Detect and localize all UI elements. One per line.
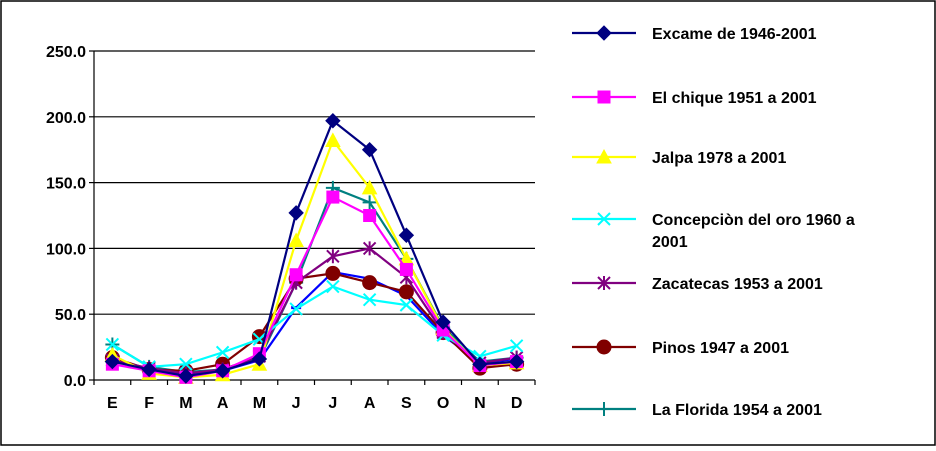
y-tick-label-1: 50.0 xyxy=(55,307,86,324)
series-3-point-3 xyxy=(215,345,230,360)
legend-entry-5: Pinos 1947 a 2001 xyxy=(572,339,789,357)
legend-marker-1 xyxy=(597,90,611,104)
legend-entry-2: Jalpa 1978 a 2001 xyxy=(572,148,786,167)
x-tick-label-6: J xyxy=(328,395,337,412)
series-0-point-9 xyxy=(435,314,451,330)
legend-label-0: Excame de 1946-2001 xyxy=(652,26,817,43)
x-tick-label-2: M xyxy=(179,395,192,412)
legend-marker-6 xyxy=(597,402,611,416)
series-0 xyxy=(104,113,525,384)
legend-label-5: Pinos 1947 a 2001 xyxy=(652,340,789,357)
y-tick-label-2: 100.0 xyxy=(46,241,86,258)
series-4-point-6 xyxy=(326,249,340,264)
x-tick-label-8: S xyxy=(401,395,412,412)
series-3 xyxy=(105,279,524,374)
legend-entry-3: Concepciòn del oro 1960 a 2001 xyxy=(572,212,855,251)
x-tick-label-9: O xyxy=(437,395,449,412)
series-0-point-4 xyxy=(251,351,268,367)
x-tick-label-3: A xyxy=(217,395,229,412)
x-tick-label-5: J xyxy=(292,395,301,412)
series-3-point-2 xyxy=(179,357,193,371)
x-tick-label-10: N xyxy=(474,395,486,412)
series-1-point-6 xyxy=(326,190,340,204)
legend-marker-3 xyxy=(597,212,611,226)
series-1-point-5 xyxy=(289,268,303,282)
legend-label-2: Jalpa 1978 a 2001 xyxy=(652,150,786,167)
series-3-point-8 xyxy=(399,298,414,312)
series-6-point-7 xyxy=(362,195,377,210)
series-0-point-10 xyxy=(472,356,488,372)
x-tick-label-11: D xyxy=(511,395,523,412)
series-0-point-11 xyxy=(508,353,525,370)
series-3-point-0 xyxy=(105,337,120,352)
plot-area: 0.0 50.0 100.0 150.0 200.0 250.0 E F M A M J J A S O N D xyxy=(46,44,536,412)
series-3-line xyxy=(111,285,517,368)
series-5-point-8 xyxy=(398,284,414,300)
series-3-point-7 xyxy=(362,293,377,307)
legend: Excame de 1946-2001 El chique 1951 a 2001… xyxy=(572,25,855,419)
series-0-point-6 xyxy=(325,113,341,129)
y-tick-label-5: 250.0 xyxy=(46,44,86,61)
x-tick-label-1: F xyxy=(144,395,154,412)
series-0-point-7 xyxy=(361,141,378,158)
legend-label-6: La Florida 1954 a 2001 xyxy=(652,402,822,419)
legend-entry-6: La Florida 1954 a 2001 xyxy=(572,402,822,419)
series-1-point-8 xyxy=(399,262,413,276)
series-5-point-7 xyxy=(362,275,378,291)
legend-marker-2 xyxy=(596,148,612,164)
series-2-point-7 xyxy=(361,179,378,195)
series-0-point-8 xyxy=(398,227,415,243)
series-0-point-2 xyxy=(178,368,194,384)
legend-label-3: Concepciòn del oro 1960 a 2001 xyxy=(652,212,855,251)
series-2-point-5 xyxy=(288,232,304,248)
legend-label-4: Zacatecas 1953 a 2001 xyxy=(652,276,823,293)
series-0-point-1 xyxy=(141,361,157,378)
legend-entry-4: Zacatecas 1953 a 2001 xyxy=(572,276,823,293)
series-0-point-3 xyxy=(214,363,231,379)
legend-marker-4 xyxy=(597,276,611,290)
x-tick-label-0: E xyxy=(107,395,118,412)
x-tick-label-7: A xyxy=(364,395,376,412)
series-2-point-6 xyxy=(325,132,341,147)
x-tick-label-4: M xyxy=(253,395,266,412)
series-3-point-6 xyxy=(326,279,340,294)
legend-marker-0 xyxy=(596,25,612,41)
series-5-point-6 xyxy=(325,265,341,281)
y-tick-label-4: 200.0 xyxy=(46,110,86,127)
legend-entry-0: Excame de 1946-2001 xyxy=(572,25,817,43)
series-0-point-0 xyxy=(104,353,121,370)
series-3-point-11 xyxy=(509,339,524,353)
legend-label-1: El chique 1951 a 2001 xyxy=(652,90,817,107)
y-tick-label-0: 0.0 xyxy=(64,373,86,390)
series-4-point-7 xyxy=(362,241,377,256)
legend-marker-5 xyxy=(596,339,612,355)
series-0-point-5 xyxy=(288,205,304,221)
legend-entry-1: El chique 1951 a 2001 xyxy=(572,90,817,107)
series-1-point-7 xyxy=(363,209,377,222)
series-3-point-5 xyxy=(289,302,303,316)
y-tick-label-3: 150.0 xyxy=(46,176,86,193)
